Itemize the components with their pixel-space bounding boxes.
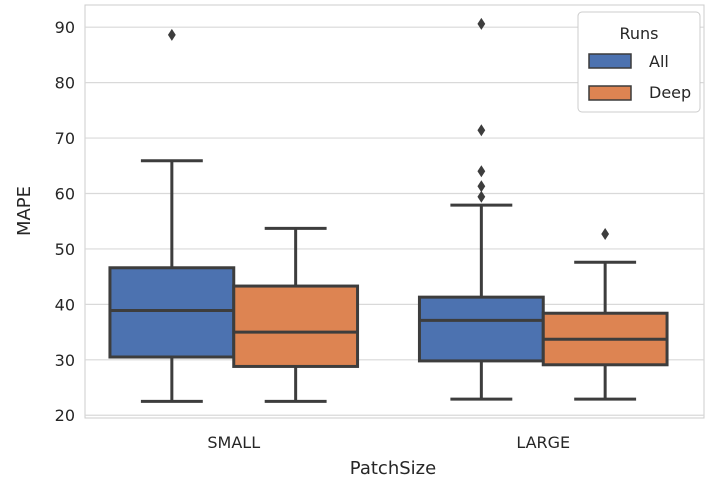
box-all-small: [108, 28, 236, 403]
y-tick-labels: 20 30 40 50 60 70 80 90: [55, 18, 75, 425]
y-tick-label: 50: [55, 240, 75, 259]
y-tick-label: 70: [55, 129, 75, 148]
outlier-point: [477, 190, 486, 203]
box-deep-small: [232, 226, 360, 403]
box-deep-large: [541, 227, 669, 401]
y-axis-label: MAPE: [14, 186, 35, 236]
outlier-point: [477, 124, 486, 137]
legend-swatch-all: [588, 53, 632, 69]
legend: Runs All Deep: [577, 11, 701, 113]
box-all-large: [417, 17, 545, 401]
y-tick-label: 20: [55, 406, 75, 425]
iqr-box: [108, 266, 236, 359]
outlier-point: [601, 227, 610, 240]
x-axis-label: PatchSize: [350, 458, 436, 479]
outlier-point: [167, 28, 176, 41]
legend-title: Runs: [619, 24, 658, 43]
iqr-box: [417, 295, 545, 363]
x-tick-labels: SMALL LARGE: [207, 433, 570, 452]
iqr-box: [232, 284, 360, 368]
outlier-point: [477, 165, 486, 178]
x-tick-label: SMALL: [207, 433, 260, 452]
box-series: [108, 17, 669, 403]
y-tick-label: 60: [55, 184, 75, 203]
outlier-point: [477, 180, 486, 193]
legend-swatch-deep: [588, 85, 632, 101]
x-tick-label: LARGE: [516, 433, 570, 452]
y-tick-label: 40: [55, 295, 75, 314]
legend-label-all: All: [649, 52, 669, 71]
y-tick-label: 80: [55, 74, 75, 93]
legend-label-deep: Deep: [649, 83, 691, 102]
y-tick-label: 30: [55, 351, 75, 370]
outlier-point: [477, 17, 486, 30]
y-tick-label: 90: [55, 18, 75, 37]
